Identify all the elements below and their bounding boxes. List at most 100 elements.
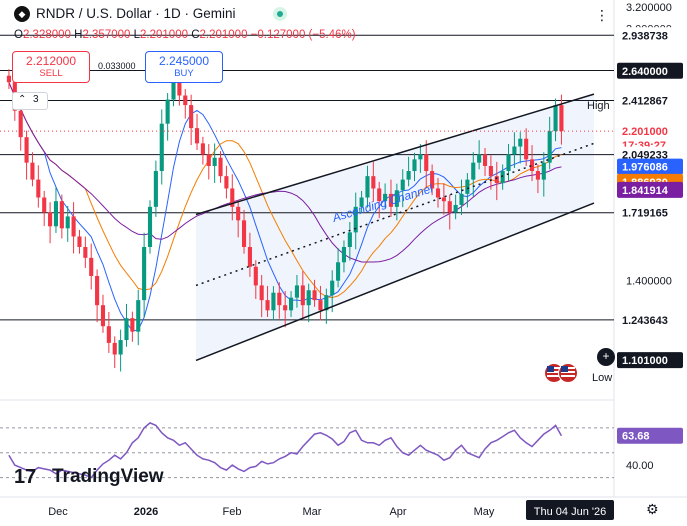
price-axis-label: 2.640000 — [622, 66, 668, 78]
candle-body — [159, 123, 164, 172]
buy-label: BUY — [174, 68, 194, 79]
time-axis-tick: Apr — [389, 506, 406, 518]
candle-body — [59, 201, 64, 229]
settings-gear-icon[interactable]: ⚙ — [646, 501, 659, 517]
candle-body — [124, 318, 129, 341]
sell-label: SELL — [39, 68, 63, 79]
candle-body — [430, 171, 435, 189]
price-axis-label-bg — [617, 146, 683, 163]
candle-body — [83, 246, 88, 258]
sell-button[interactable]: 2.212000 SELL — [12, 51, 90, 83]
candle-body — [365, 176, 370, 198]
candle-body — [377, 188, 382, 202]
price-axis-label-bg — [617, 158, 683, 175]
rsi-line — [8, 422, 563, 479]
candle-body — [459, 193, 464, 205]
candle-body — [206, 154, 211, 166]
candle-body — [488, 165, 493, 177]
candle-body — [89, 257, 94, 276]
us-flag-icon[interactable] — [558, 363, 578, 383]
candle-body — [347, 232, 352, 247]
candle-body — [259, 285, 264, 301]
candle-body — [477, 154, 482, 163]
candle-body — [518, 138, 523, 147]
candle-body — [524, 138, 529, 160]
candle-body — [482, 154, 488, 166]
candle-body — [200, 143, 205, 155]
candle-body — [147, 206, 153, 247]
price-axis-label: 2.412867 — [622, 96, 668, 108]
more-icon[interactable]: ⋮ — [595, 7, 609, 23]
indicator-count: 3 — [33, 94, 39, 105]
candle-body — [447, 201, 452, 213]
candle-body — [341, 246, 347, 263]
ohlc-readout: O2.328000 H2.357000 L2.201000 C2.201000 … — [14, 29, 356, 41]
candle-body — [42, 197, 47, 213]
buy-button[interactable]: 2.245000 BUY — [145, 51, 223, 83]
price-axis-label: 1.976086 — [622, 162, 668, 174]
candle-body — [383, 193, 388, 202]
open-value: 2.328000 — [22, 29, 71, 41]
candle-body — [359, 197, 364, 207]
candle-body — [541, 162, 546, 180]
symbol-title[interactable]: RNDR / U.S. Dollar · 1D · Gemini — [36, 6, 236, 21]
candle-body — [424, 154, 429, 172]
crosshair-icon[interactable]: + — [597, 348, 615, 366]
candle-body — [253, 266, 258, 286]
price-axis-label-bg — [617, 27, 683, 44]
candle-body — [212, 157, 217, 166]
candle-body — [371, 176, 376, 189]
candle-body — [153, 171, 158, 207]
candle-body — [412, 159, 417, 172]
price-axis-label-bg — [617, 122, 683, 139]
candle-body — [247, 246, 252, 267]
time-axis-current-bg — [526, 500, 614, 520]
price-axis-label-bg — [617, 92, 683, 109]
candle-body — [106, 326, 111, 343]
indicators-toggle[interactable]: ⌃ 3 — [12, 92, 48, 110]
candle-body — [265, 300, 270, 311]
candle-body — [130, 318, 135, 332]
candle-body — [330, 280, 335, 296]
high-value: 2.357000 — [82, 29, 131, 41]
candle-body — [236, 206, 241, 221]
time-axis-tick: Feb — [223, 506, 242, 518]
price-axis-label: 1.719165 — [622, 208, 668, 220]
price-axis-label-bg — [617, 204, 683, 221]
candle-body — [506, 154, 511, 172]
candle-body — [118, 340, 123, 355]
candle-body — [306, 290, 311, 306]
candle-body — [30, 162, 35, 180]
candle-body — [294, 285, 299, 298]
candle-body — [100, 305, 106, 327]
low-value: 2.201000 — [140, 29, 188, 41]
price-axis-label: 2.049233 — [622, 150, 668, 162]
candle-body — [289, 297, 294, 311]
candle-body — [441, 197, 446, 202]
candle-body — [465, 179, 470, 194]
time-axis-tick: Mar — [303, 506, 322, 518]
price-axis-tick: 40.00 — [626, 460, 654, 472]
candle-body — [177, 82, 182, 96]
price-axis-label: 2.938738 — [622, 30, 668, 42]
candle-body — [71, 216, 76, 237]
candle-body — [95, 275, 100, 306]
candle-body — [547, 131, 552, 163]
tradingview-logo-text: TradingView — [52, 466, 164, 487]
candle-body — [65, 216, 70, 229]
candle-body — [418, 154, 423, 160]
indicator-chevron-icon: ⌃ — [18, 94, 27, 105]
candle-body — [171, 82, 176, 100]
candle-body — [471, 162, 476, 180]
candle-body — [48, 212, 53, 227]
candle-body — [529, 159, 535, 172]
symbol-logo-icon: ◆ — [14, 6, 30, 22]
candle-body — [142, 246, 147, 301]
buy-price: 2.245000 — [158, 54, 210, 68]
candle-body — [435, 188, 441, 198]
candle-body — [312, 290, 317, 301]
candle-body — [300, 285, 305, 306]
candle-body — [394, 190, 399, 207]
channel-lower-line — [195, 202, 595, 362]
